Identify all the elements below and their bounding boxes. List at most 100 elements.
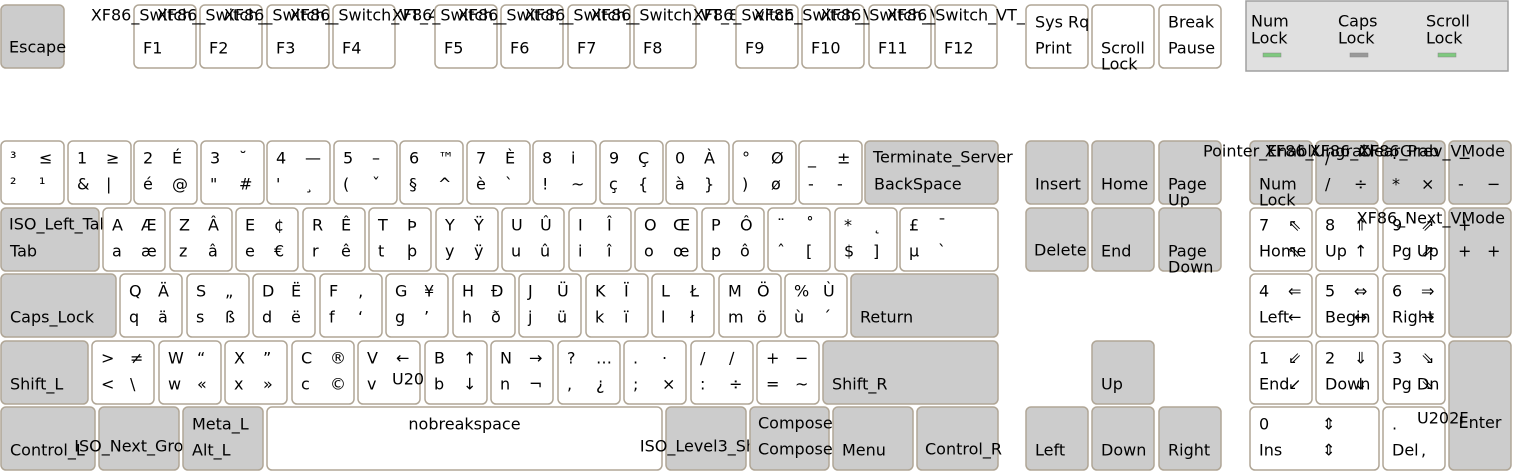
key-label: XF86_Prev_VMode — [1359, 142, 1505, 162]
key-label: ~ — [571, 175, 584, 194]
key-label: 5 — [1325, 282, 1335, 301]
key-label: + — [1458, 242, 1471, 261]
key-label: ↙ — [1288, 375, 1301, 394]
key-cap — [291, 340, 355, 405]
key-label: { — [638, 175, 648, 194]
key-label: X — [234, 349, 245, 368]
key-label: Q — [129, 282, 142, 301]
key-label: ô — [740, 242, 750, 261]
key: Break Pause — [1158, 4, 1222, 69]
key-label: + — [1487, 242, 1500, 261]
key-label: XF86_Next_VMode — [1357, 209, 1505, 229]
key-label: Tab — [9, 242, 37, 261]
key-label: F7 — [577, 39, 596, 58]
key: ³ ≤ ² ¹ — [0, 140, 65, 205]
key-label: v — [367, 375, 376, 394]
key-label: U202F — [1417, 409, 1468, 428]
key-label: ¢ — [274, 216, 284, 235]
key-cap — [1025, 4, 1089, 69]
key-label: ⇗ — [1421, 216, 1434, 235]
key-cap — [585, 273, 649, 338]
key-label: Page — [1168, 175, 1207, 194]
key-label: / — [1325, 149, 1331, 168]
key-label: œ — [673, 242, 689, 261]
key-label: Ü — [557, 282, 569, 301]
key-cap — [567, 4, 631, 69]
key: ? …, ¿ — [557, 340, 621, 405]
key-label: 4 — [1259, 282, 1269, 301]
indicator-led — [1262, 52, 1282, 58]
key-label: Right — [1168, 441, 1210, 460]
key-label: # — [239, 175, 252, 194]
key-label: É — [172, 149, 182, 168]
key-label: ¨ — [777, 216, 785, 235]
key-label: À — [704, 149, 715, 168]
key-label: Delete — [1034, 241, 1087, 260]
key-cap — [1091, 4, 1155, 69]
key-label: Ç — [638, 149, 649, 168]
key-label: b — [434, 375, 444, 394]
key-label: 9 — [1392, 216, 1402, 235]
key-label: * — [1392, 175, 1400, 194]
key-cap — [1158, 4, 1222, 69]
key-label: g — [395, 308, 405, 327]
key-label: Ø — [771, 149, 784, 168]
key-label: Home — [1101, 175, 1148, 194]
key-cap — [1025, 140, 1089, 205]
key-label: 5 — [343, 149, 353, 168]
key: Home — [1091, 140, 1155, 205]
key-label: B — [434, 349, 445, 368]
key-label: ç — [609, 175, 618, 194]
key-label: I — [578, 216, 583, 235]
key-cap — [133, 140, 198, 205]
key-label: 1 — [77, 149, 87, 168]
key-label: û — [540, 242, 550, 261]
key: 5 ⇔ Begin↔ — [1315, 273, 1379, 338]
key-cap — [1382, 273, 1446, 338]
key: > ≠ < \ — [91, 340, 155, 405]
key-label: æ — [141, 242, 157, 261]
key-label: . — [633, 349, 638, 368]
key-label: ù — [794, 308, 804, 327]
key-label: Alt_L — [192, 441, 231, 461]
key: Enter — [1448, 340, 1512, 471]
key-label: ð — [491, 308, 501, 327]
key-label: ⇕ — [1322, 441, 1335, 460]
key-label: ™ — [438, 149, 454, 168]
key-label: ! — [542, 175, 548, 194]
key: Right — [1158, 406, 1222, 471]
key-label: ö — [757, 308, 767, 327]
key-label: ↑ — [1354, 242, 1367, 261]
key-label: ⇖ — [1288, 216, 1301, 235]
key: O Œo œ — [634, 207, 698, 272]
key-label: Ö — [757, 282, 770, 301]
key-label: Â — [208, 216, 219, 235]
key-label: - — [1458, 175, 1464, 194]
key-label: / — [700, 349, 706, 368]
key: Compose Compose — [749, 406, 833, 471]
key-cap — [1091, 207, 1155, 272]
key-label: 3 — [210, 149, 220, 168]
key-label: ” — [263, 349, 271, 368]
key-label: ß — [225, 308, 235, 327]
key-label: ł — [690, 308, 695, 327]
key-label: % — [794, 282, 809, 301]
key-label: Pg Dn — [1392, 375, 1439, 394]
key-cap — [832, 406, 914, 471]
key: XF86_Switch_VT_8 F8 — [591, 4, 739, 69]
key-label: Del — [1392, 441, 1419, 460]
key-label: s — [196, 308, 204, 327]
key-label: & — [77, 175, 89, 194]
key-label: XF86_ClearGrab — [1310, 142, 1439, 162]
key: 7 ⇖Home⇖ — [1249, 207, 1313, 272]
key-label: K — [595, 282, 606, 301]
key-label: F1 — [143, 39, 162, 58]
key: 7 Èè ` — [466, 140, 531, 205]
key-cap — [91, 340, 155, 405]
key-cap — [182, 406, 264, 471]
key-label: 6 — [1392, 282, 1402, 301]
key: G ¥ g ’ — [385, 273, 449, 338]
key: Delete — [1025, 207, 1089, 272]
key: 4 ⇐ Left← — [1249, 273, 1313, 338]
key-cap — [158, 340, 222, 405]
